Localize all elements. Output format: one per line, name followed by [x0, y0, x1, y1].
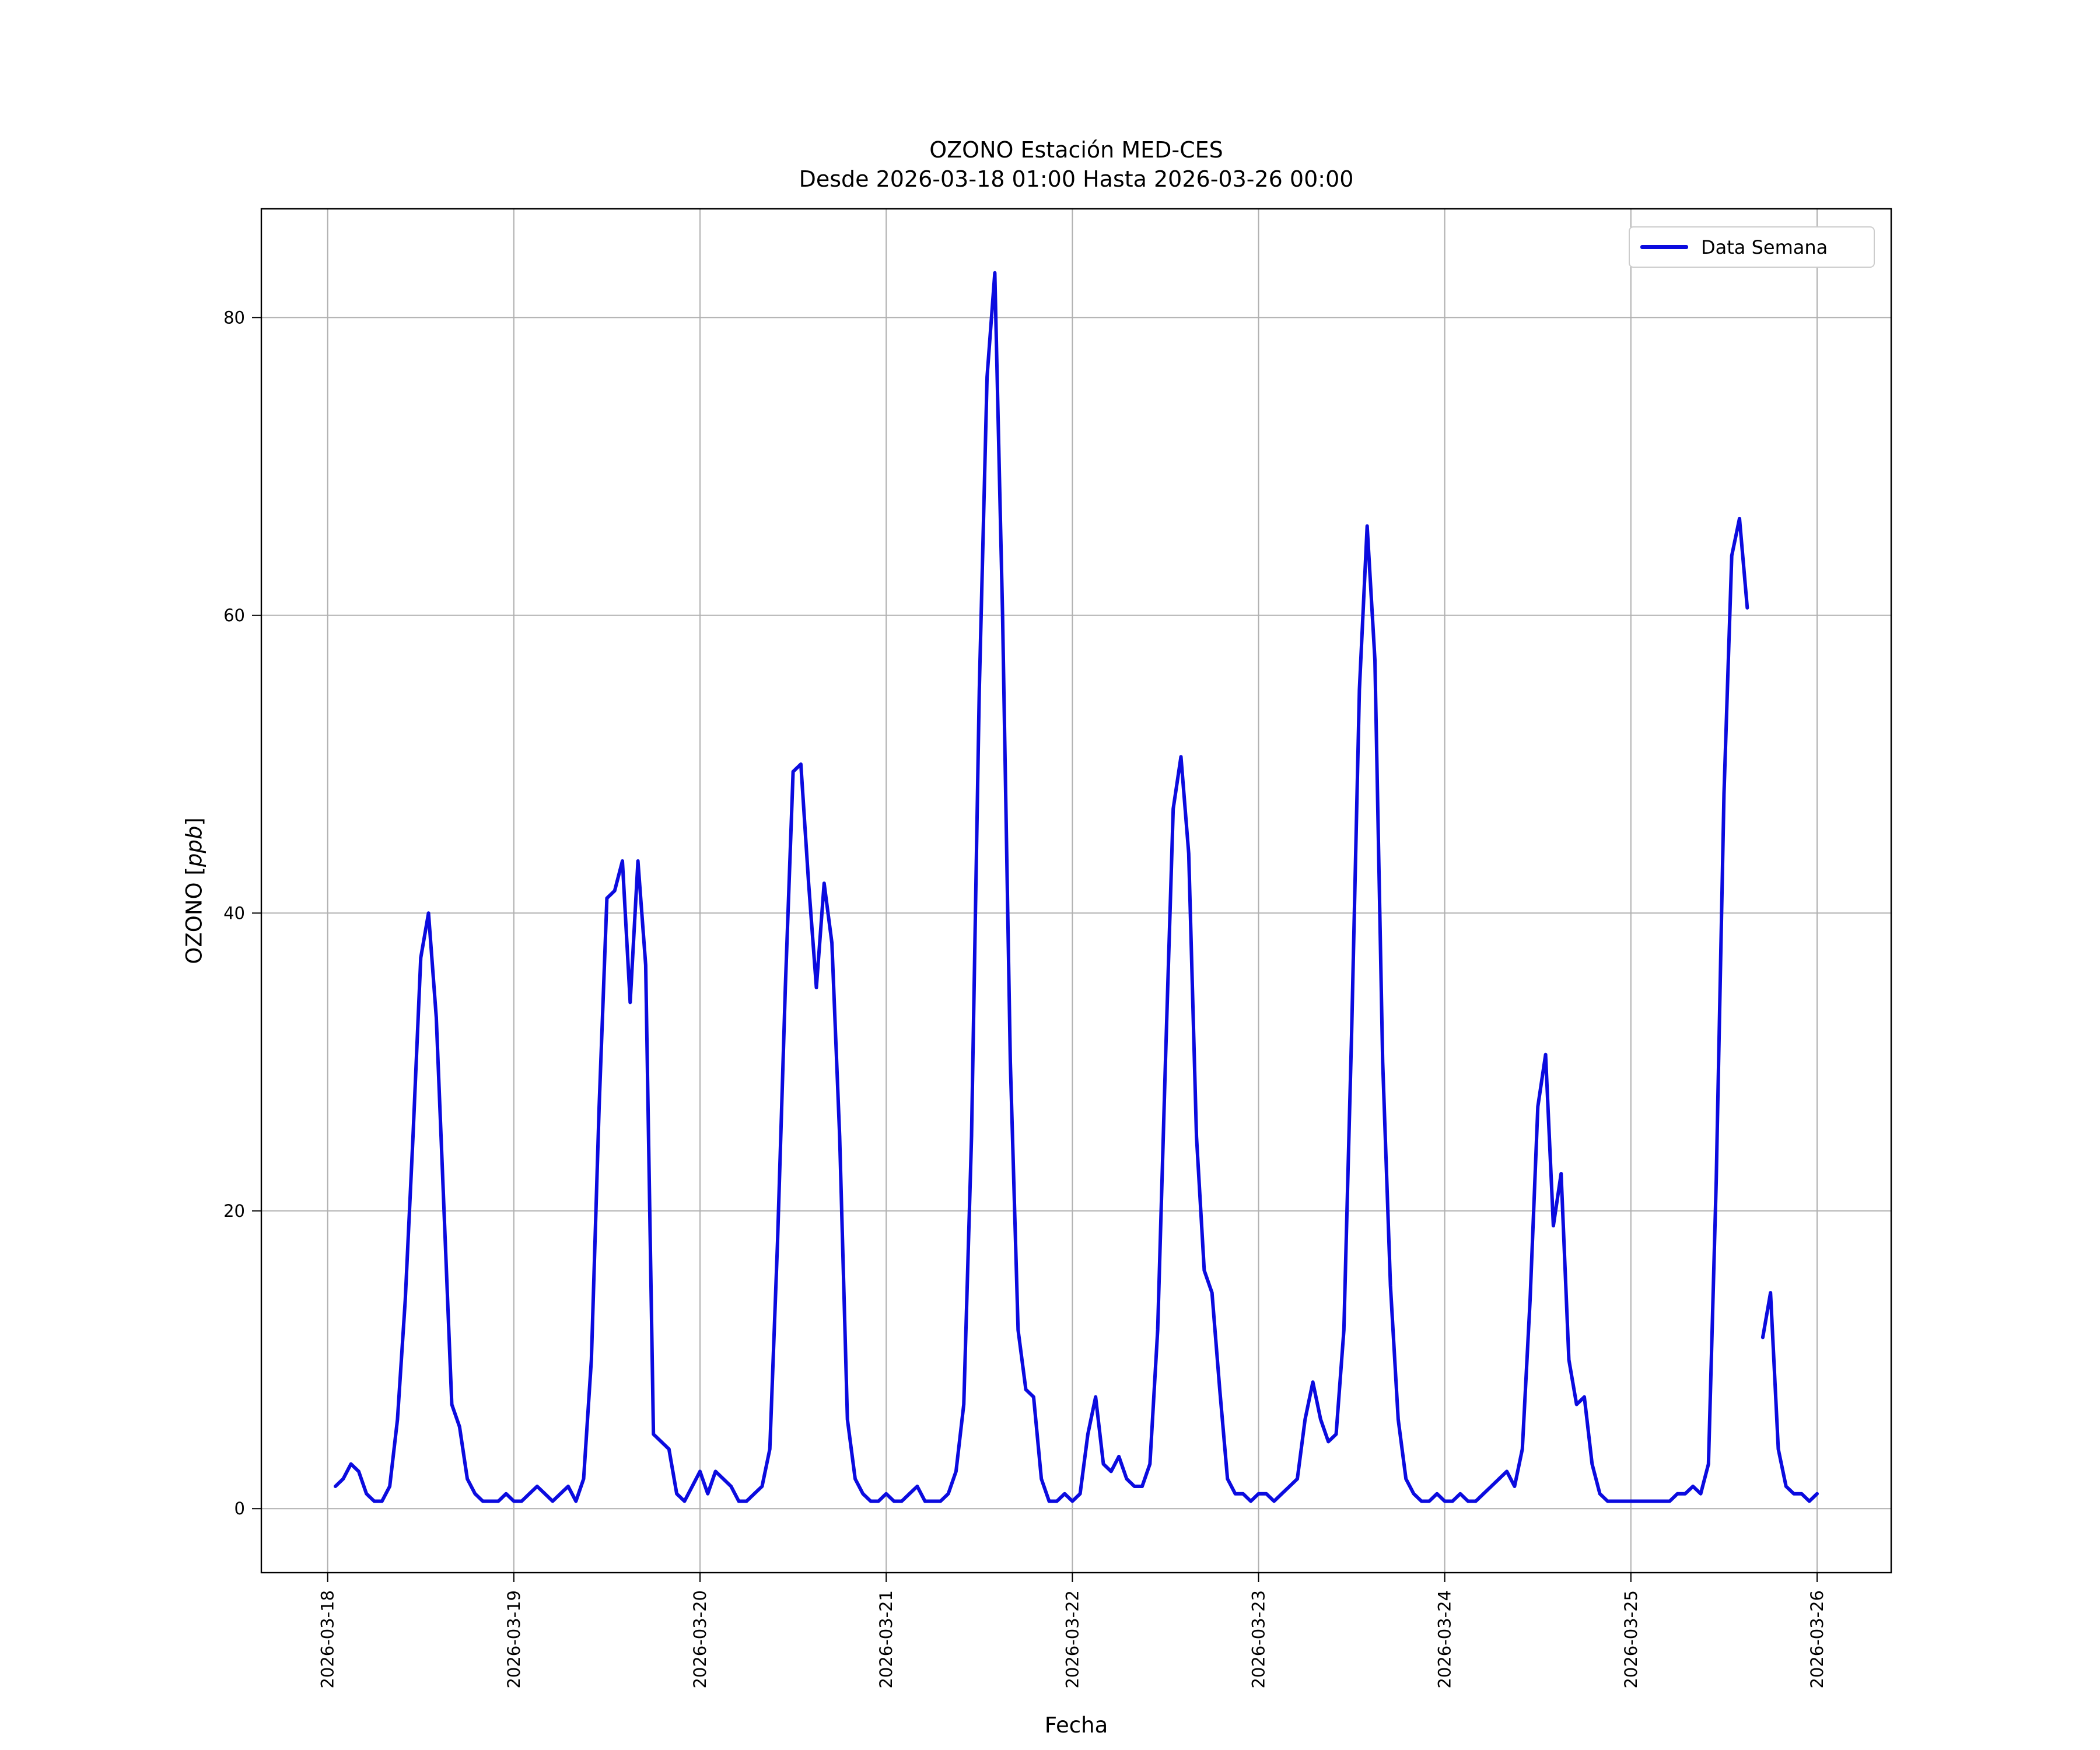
data-line-series: [334, 271, 1819, 1503]
y-axis-label-units: ppb: [181, 825, 207, 867]
y-tick-label: 0: [235, 1499, 245, 1518]
x-tick-label: 2026-03-19: [504, 1590, 524, 1689]
x-tick-label: 2026-03-25: [1621, 1590, 1641, 1689]
x-tick-label: 2026-03-22: [1062, 1590, 1082, 1689]
x-tick-label: 2026-03-18: [318, 1590, 338, 1689]
y-tick-label: 80: [223, 307, 245, 327]
chart-subtitle: Desde 2026-03-18 01:00 Hasta 2026-03-26 …: [799, 166, 1354, 192]
x-axis-label: Fecha: [1044, 1713, 1108, 1738]
x-tick-label: 2026-03-20: [690, 1590, 710, 1689]
chart-title-block: OZONO Estación MED-CES Desde 2026-03-18 …: [261, 135, 1891, 194]
x-tick-label: 2026-03-24: [1435, 1590, 1455, 1689]
y-tick-label: 40: [223, 903, 245, 923]
chart-title: OZONO Estación MED-CES: [929, 137, 1223, 163]
legend: Data Semana: [1629, 226, 1875, 268]
y-axis-label-prefix: OZONO [: [181, 867, 207, 964]
y-tick-label: 20: [223, 1201, 245, 1221]
legend-label: Data Semana: [1701, 236, 1828, 258]
x-tick-label: 2026-03-26: [1807, 1590, 1827, 1689]
y-axis-label: OZONO [ppb]: [182, 817, 207, 964]
y-tick-label: 60: [223, 606, 245, 625]
legend-line-sample: [1640, 245, 1688, 249]
axes-frame: [260, 208, 1892, 1574]
y-axis-label-suffix: ]: [181, 817, 207, 826]
x-tick-label: 2026-03-23: [1249, 1590, 1269, 1689]
x-tick-label: 2026-03-21: [876, 1590, 896, 1689]
